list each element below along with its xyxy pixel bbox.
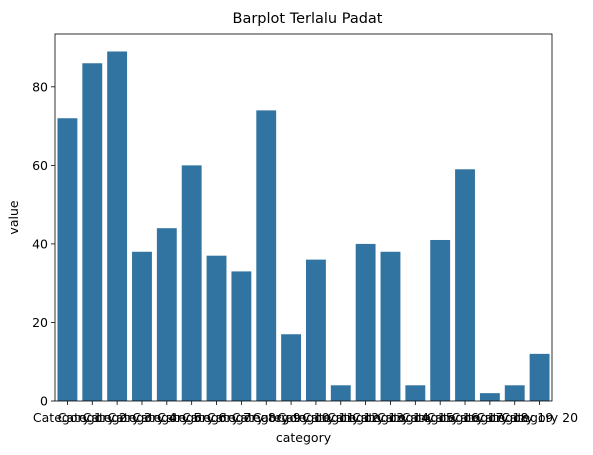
x-tick-label: Category 3 <box>83 410 152 425</box>
y-tick-label: 80 <box>32 79 48 94</box>
bar-9 <box>256 110 277 401</box>
bar-6 <box>181 165 202 401</box>
x-tick-label: Category 11 <box>277 410 354 425</box>
x-tick-label: Category 10 <box>253 410 330 425</box>
bar-10 <box>281 334 302 401</box>
bar-13 <box>355 243 376 401</box>
x-tick-label: Category 2 <box>58 410 127 425</box>
y-tick-label: 40 <box>32 236 48 251</box>
bars-group <box>57 51 550 402</box>
chart-title: Barplot Terlalu Padat <box>233 11 383 27</box>
x-tick-label: Category 12 <box>302 410 379 425</box>
x-tick-label: Category 19 <box>476 410 553 425</box>
bar-8 <box>231 271 252 401</box>
x-tick-label: Category 15 <box>377 410 454 425</box>
x-tick-label: Category 13 <box>327 410 404 425</box>
x-tick-label: Category 5 <box>132 410 201 425</box>
x-tick-label: Category 17 <box>427 410 504 425</box>
x-tick-label: Category 20 <box>501 410 578 425</box>
x-tick-label: Category 7 <box>182 410 251 425</box>
x-tick-label: Category 9 <box>232 410 301 425</box>
bar-19 <box>504 385 525 401</box>
y-tick-label: 60 <box>32 158 48 173</box>
x-tick-label: Category 1 <box>33 410 102 425</box>
x-tick-label: Category 14 <box>352 410 429 425</box>
x-tick-label: Category 16 <box>402 410 479 425</box>
plot-frame <box>54 33 553 402</box>
bar-5 <box>156 228 177 401</box>
bar-18 <box>479 393 500 401</box>
bar-14 <box>380 251 401 401</box>
bar-4 <box>132 251 152 401</box>
bar-2 <box>82 63 103 401</box>
bar-17 <box>455 169 475 401</box>
bar-3 <box>107 51 128 401</box>
bar-11 <box>305 259 326 401</box>
x-tick-label: Category 6 <box>157 410 226 425</box>
bar-12 <box>330 385 351 401</box>
x-tick-label: Category 8 <box>207 410 276 425</box>
bar-15 <box>405 385 426 401</box>
y-axis-label: value <box>6 200 21 234</box>
bar-20 <box>529 353 550 401</box>
x-tick-label: Category 18 <box>451 410 528 425</box>
bar-1 <box>57 118 78 402</box>
bar-16 <box>430 239 451 401</box>
bar-7 <box>206 255 227 401</box>
x-axis-label: category <box>276 430 332 445</box>
y-tick-label: 20 <box>32 315 48 330</box>
x-tick-label: Category 4 <box>107 410 176 425</box>
y-axis-ticks: 0 20 40 60 80 <box>32 79 55 409</box>
y-tick-label: 0 <box>40 394 48 409</box>
